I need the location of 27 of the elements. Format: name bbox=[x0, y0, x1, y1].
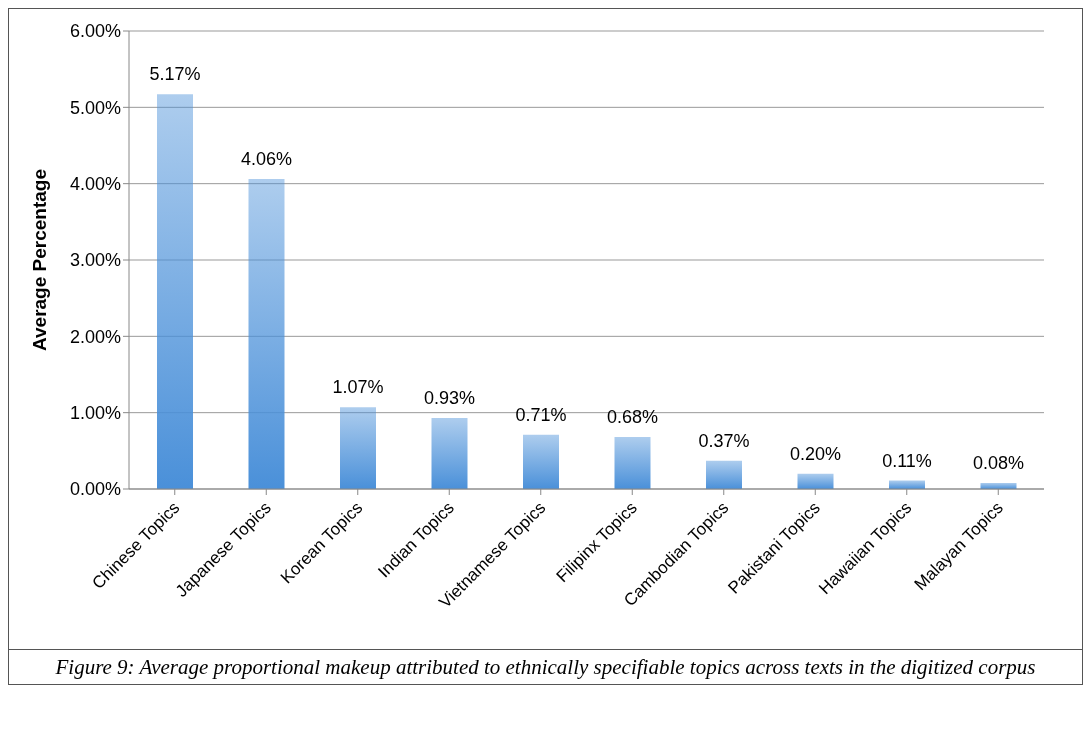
bar bbox=[523, 434, 559, 489]
bar bbox=[340, 407, 376, 489]
data-label: 0.08% bbox=[972, 452, 1025, 473]
data-label: 0.68% bbox=[606, 407, 659, 428]
bar bbox=[157, 94, 193, 489]
data-label: 4.06% bbox=[240, 149, 293, 170]
y-tick-label: 6.00% bbox=[69, 21, 121, 42]
data-label: 1.07% bbox=[332, 377, 384, 398]
bar bbox=[431, 418, 468, 489]
y-tick-label: 4.00% bbox=[69, 174, 121, 195]
bar bbox=[248, 179, 285, 489]
data-label: 5.17% bbox=[149, 64, 201, 85]
y-tick-label: 1.00% bbox=[69, 403, 121, 424]
bar bbox=[706, 460, 742, 489]
bar bbox=[614, 437, 651, 489]
data-label: 0.37% bbox=[698, 430, 750, 451]
y-tick-label: 0.00% bbox=[69, 479, 121, 500]
data-label: 0.11% bbox=[882, 450, 932, 471]
y-tick-label: 2.00% bbox=[69, 326, 121, 347]
data-label: 0.93% bbox=[423, 388, 476, 409]
bar bbox=[797, 473, 834, 489]
caption: Figure 9: Average proportional makeup attributed to ethnically specifiable topics across texts in the digitized corpus bbox=[9, 649, 1082, 684]
y-tick-label: 5.00% bbox=[69, 97, 121, 118]
data-label: 0.71% bbox=[515, 404, 567, 425]
y-tick-label: 3.00% bbox=[69, 250, 121, 271]
data-label: 0.20% bbox=[789, 443, 842, 464]
y-axis-title: Average Percentage bbox=[28, 168, 50, 352]
